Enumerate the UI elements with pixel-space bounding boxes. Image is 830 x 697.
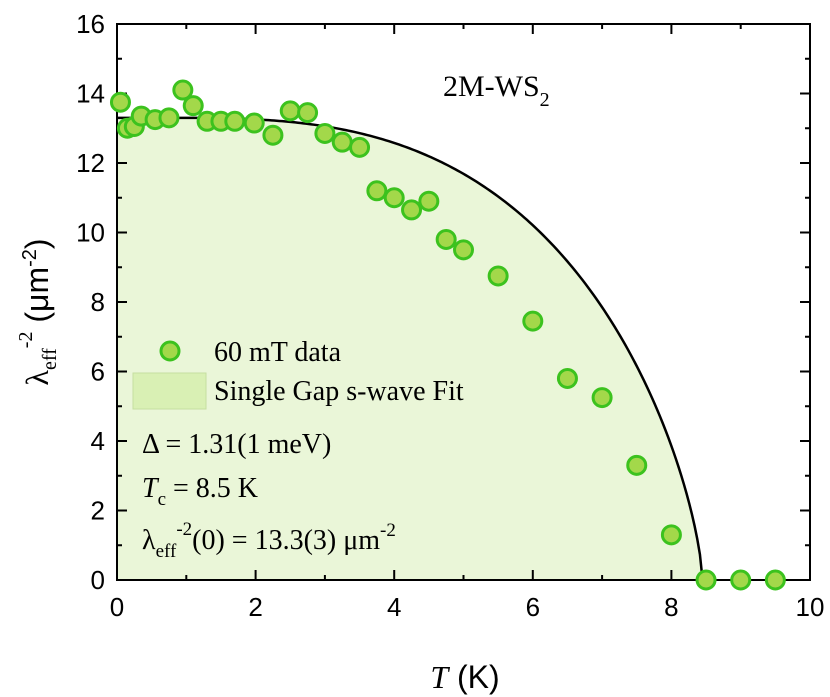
x-tick-label: 4 [387, 592, 401, 622]
legend-fit-label: Single Gap s-wave Fit [214, 376, 464, 407]
data-point [764, 569, 786, 591]
y-tick-label: 10 [76, 218, 105, 248]
data-point [243, 112, 265, 134]
data-point [730, 569, 752, 591]
y-tick-label: 12 [76, 148, 105, 178]
legend: 60 mT data Single Gap s-wave Fit [132, 337, 464, 410]
sample-label: 2M-WS2 [443, 70, 550, 111]
data-point [158, 107, 180, 129]
data-point [487, 265, 509, 287]
y-tick-label: 14 [76, 79, 105, 109]
x-axis-label: T (K) [430, 659, 499, 695]
data-point [314, 122, 336, 144]
data-point [262, 124, 284, 146]
data-point [366, 180, 388, 202]
data-point [349, 136, 371, 158]
data-point [279, 100, 301, 122]
lambda0-annotation: λeff-2(0) = 13.3(3) μm-2 [142, 519, 396, 562]
data-point [297, 102, 319, 124]
data-point [182, 95, 204, 117]
data-points [109, 79, 786, 591]
data-point [331, 131, 353, 153]
y-tick-label: 8 [91, 287, 105, 317]
x-tick-label: 10 [796, 592, 825, 622]
data-point [591, 387, 613, 409]
y-axis-label: λeff-2 (μm-2) [15, 238, 61, 385]
fit-area [117, 117, 703, 580]
x-tick-label: 2 [248, 592, 262, 622]
y-tick-label: 0 [91, 565, 105, 595]
x-tick-label: 6 [526, 592, 540, 622]
y-tick-label: 16 [76, 9, 105, 39]
axis-ticks [116, 23, 811, 581]
data-point [453, 239, 474, 261]
legend-data-marker [159, 340, 181, 362]
data-point [383, 187, 405, 209]
y-tick-label: 6 [91, 357, 105, 387]
data-point [418, 190, 440, 212]
tc-annotation: Tc = 8.5 K [142, 473, 258, 510]
gap-annotation: Δ = 1.31(1 meV) [142, 429, 331, 460]
data-point [556, 367, 578, 389]
data-point [401, 199, 423, 221]
data-point [172, 79, 194, 101]
x-tick-label: 8 [664, 592, 678, 622]
tick-labels: 0 2 4 6 8 10 0 2 4 6 8 10 12 14 16 [76, 9, 824, 622]
x-tick-label: 0 [110, 592, 124, 622]
data-point [695, 569, 717, 591]
data-point [660, 524, 682, 546]
data-point [522, 310, 544, 332]
legend-fit-patch [132, 372, 207, 410]
data-point [435, 228, 457, 250]
data-point [224, 110, 246, 132]
y-tick-label: 4 [91, 426, 105, 456]
data-point [109, 91, 131, 113]
legend-data-label: 60 mT data [214, 337, 342, 368]
data-point [626, 454, 648, 476]
y-tick-label: 2 [91, 496, 105, 526]
